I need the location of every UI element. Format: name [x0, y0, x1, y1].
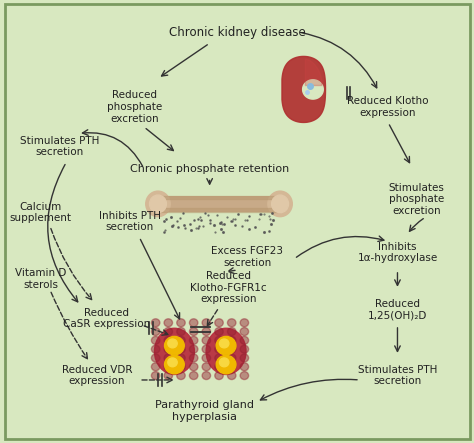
Circle shape	[216, 355, 236, 374]
Circle shape	[202, 336, 210, 344]
Circle shape	[164, 354, 173, 362]
Circle shape	[151, 327, 160, 335]
Circle shape	[215, 319, 223, 327]
Circle shape	[168, 358, 177, 367]
Circle shape	[190, 372, 198, 380]
Circle shape	[190, 363, 198, 371]
Text: Stimulates PTH
secretion: Stimulates PTH secretion	[19, 136, 99, 157]
Circle shape	[228, 327, 236, 335]
Text: Chronic phosphate retention: Chronic phosphate retention	[130, 163, 289, 174]
Text: Reduced
CaSR expression: Reduced CaSR expression	[63, 307, 150, 329]
Circle shape	[219, 358, 229, 367]
Circle shape	[202, 345, 210, 353]
Circle shape	[240, 372, 248, 380]
Text: Reduced Klotho
expression: Reduced Klotho expression	[347, 96, 429, 118]
Circle shape	[177, 354, 185, 362]
Circle shape	[202, 319, 210, 327]
Text: Parathyroid gland
hyperplasia: Parathyroid gland hyperplasia	[155, 400, 255, 422]
Text: Calcium
supplement: Calcium supplement	[9, 202, 72, 224]
Text: Chronic kidney disease: Chronic kidney disease	[169, 26, 306, 39]
Circle shape	[151, 354, 160, 362]
Circle shape	[240, 345, 248, 353]
Ellipse shape	[268, 191, 292, 217]
Text: Reduced
phosphate
excretion: Reduced phosphate excretion	[107, 90, 162, 124]
Circle shape	[151, 372, 160, 380]
Text: Reduced
Klotho-FGFR1c
expression: Reduced Klotho-FGFR1c expression	[190, 271, 267, 304]
Circle shape	[190, 319, 198, 327]
Circle shape	[164, 363, 173, 371]
Circle shape	[202, 372, 210, 380]
Circle shape	[177, 345, 185, 353]
Circle shape	[219, 339, 229, 348]
Text: Inhibits PTH
secretion: Inhibits PTH secretion	[99, 211, 161, 232]
Circle shape	[164, 372, 173, 380]
Circle shape	[151, 336, 160, 344]
Text: Stimulates
phosphate
excretion: Stimulates phosphate excretion	[388, 183, 444, 216]
Ellipse shape	[149, 195, 166, 213]
Text: Reduced
1,25(OH)₂D: Reduced 1,25(OH)₂D	[368, 299, 427, 320]
Circle shape	[215, 363, 223, 371]
Circle shape	[164, 345, 173, 353]
Circle shape	[151, 345, 160, 353]
Circle shape	[190, 345, 198, 353]
Circle shape	[228, 336, 236, 344]
Circle shape	[240, 336, 248, 344]
Circle shape	[228, 345, 236, 353]
Circle shape	[151, 319, 160, 327]
Ellipse shape	[272, 195, 289, 213]
Circle shape	[177, 319, 185, 327]
Circle shape	[190, 336, 198, 344]
Text: Inhibits
1α-hydroxylase: Inhibits 1α-hydroxylase	[357, 241, 438, 263]
Circle shape	[164, 319, 173, 327]
Circle shape	[164, 336, 173, 344]
Circle shape	[215, 345, 223, 353]
Circle shape	[228, 363, 236, 371]
Circle shape	[151, 363, 160, 371]
Text: Reduced VDR
expression: Reduced VDR expression	[62, 365, 132, 386]
Circle shape	[177, 327, 185, 335]
Circle shape	[216, 336, 236, 355]
Circle shape	[202, 363, 210, 371]
Circle shape	[228, 354, 236, 362]
Circle shape	[202, 354, 210, 362]
Circle shape	[190, 354, 198, 362]
Polygon shape	[282, 56, 326, 122]
Circle shape	[240, 327, 248, 335]
Circle shape	[177, 336, 185, 344]
Circle shape	[228, 372, 236, 380]
Circle shape	[168, 339, 177, 348]
Circle shape	[240, 319, 248, 327]
Circle shape	[177, 363, 185, 371]
Circle shape	[215, 354, 223, 362]
Text: Stimulates PTH
secretion: Stimulates PTH secretion	[358, 365, 437, 386]
Circle shape	[240, 363, 248, 371]
Circle shape	[240, 354, 248, 362]
Circle shape	[164, 327, 173, 335]
Circle shape	[215, 327, 223, 335]
Ellipse shape	[146, 191, 170, 217]
Circle shape	[202, 327, 210, 335]
Text: Excess FGF23
secretion: Excess FGF23 secretion	[211, 246, 283, 268]
Ellipse shape	[155, 328, 194, 374]
Circle shape	[215, 372, 223, 380]
Circle shape	[164, 355, 184, 374]
Circle shape	[215, 336, 223, 344]
Polygon shape	[302, 80, 323, 99]
Circle shape	[177, 372, 185, 380]
Circle shape	[228, 319, 236, 327]
Bar	[158, 196, 280, 212]
Circle shape	[164, 336, 184, 355]
Ellipse shape	[206, 328, 246, 374]
Circle shape	[190, 327, 198, 335]
Text: Vitamin D
sterols: Vitamin D sterols	[15, 268, 66, 290]
